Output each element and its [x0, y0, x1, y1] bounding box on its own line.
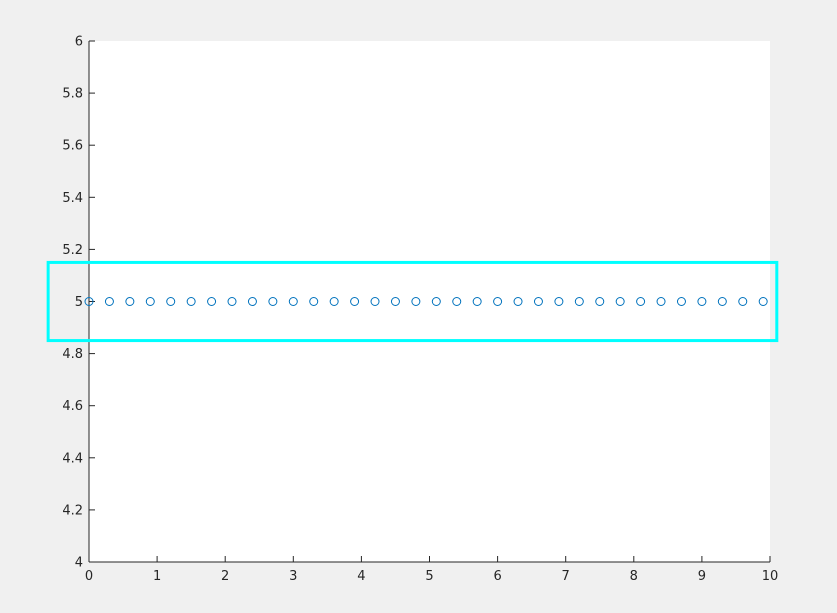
- data-point: [533, 297, 543, 306]
- x-tick-label: 10: [762, 569, 779, 584]
- data-point: [166, 297, 176, 306]
- x-tick-label: 0: [85, 569, 93, 584]
- data-point: [288, 297, 298, 306]
- plot-area: [89, 41, 770, 562]
- y-tick-label: 5.2: [62, 243, 83, 258]
- data-point: [390, 297, 400, 306]
- highlight-box: [46, 260, 779, 343]
- y-tick-label: 4.2: [62, 503, 83, 518]
- y-tick-label: 4: [75, 556, 83, 571]
- data-point: [574, 297, 584, 306]
- data-point: [452, 297, 462, 306]
- y-tick-label: 4.6: [62, 399, 83, 414]
- data-point: [329, 297, 339, 306]
- data-point: [84, 297, 94, 306]
- data-point: [186, 297, 196, 306]
- data-point: [145, 297, 155, 306]
- y-tick-label: 5: [75, 295, 83, 310]
- data-point: [513, 297, 523, 306]
- data-point: [268, 297, 278, 306]
- data-point: [493, 297, 503, 306]
- x-tick-label: 4: [357, 569, 365, 584]
- data-point: [350, 297, 360, 306]
- data-point: [227, 297, 237, 306]
- data-point: [595, 297, 605, 306]
- y-tick-label: 4.4: [62, 451, 83, 466]
- data-point: [697, 297, 707, 306]
- y-tick-label: 6: [75, 35, 83, 50]
- data-point: [738, 297, 748, 306]
- data-point: [411, 297, 421, 306]
- y-tick-label: 5.8: [62, 87, 83, 102]
- data-point: [125, 297, 135, 306]
- data-point: [309, 297, 319, 306]
- data-point: [472, 297, 482, 306]
- data-point: [676, 297, 686, 306]
- y-tick-label: 4.8: [62, 347, 83, 362]
- data-point: [717, 297, 727, 306]
- data-point: [104, 297, 114, 306]
- data-point: [615, 297, 625, 306]
- x-tick-label: 6: [493, 569, 501, 584]
- x-tick-label: 2: [221, 569, 229, 584]
- data-point: [758, 297, 768, 306]
- data-point: [207, 297, 217, 306]
- data-point: [656, 297, 666, 306]
- data-point: [554, 297, 564, 306]
- data-point: [431, 297, 441, 306]
- x-tick-label: 8: [630, 569, 638, 584]
- y-tick-label: 5.6: [62, 139, 83, 154]
- data-point: [247, 297, 257, 306]
- x-tick-label: 3: [289, 569, 297, 584]
- x-tick-label: 9: [698, 569, 706, 584]
- data-points: [84, 297, 768, 306]
- x-tick-label: 1: [153, 569, 161, 584]
- x-tick-label: 5: [425, 569, 433, 584]
- data-point: [370, 297, 380, 306]
- axes: 0 1 2 3 4 5 6 7 8 9 10 4 4.2 4.4 4.6 4.8 5 5.2 5.4 5.6 5.8 6: [62, 35, 778, 585]
- x-tick-label: 7: [562, 569, 570, 584]
- data-point: [636, 297, 646, 306]
- y-tick-label: 5.4: [62, 191, 83, 206]
